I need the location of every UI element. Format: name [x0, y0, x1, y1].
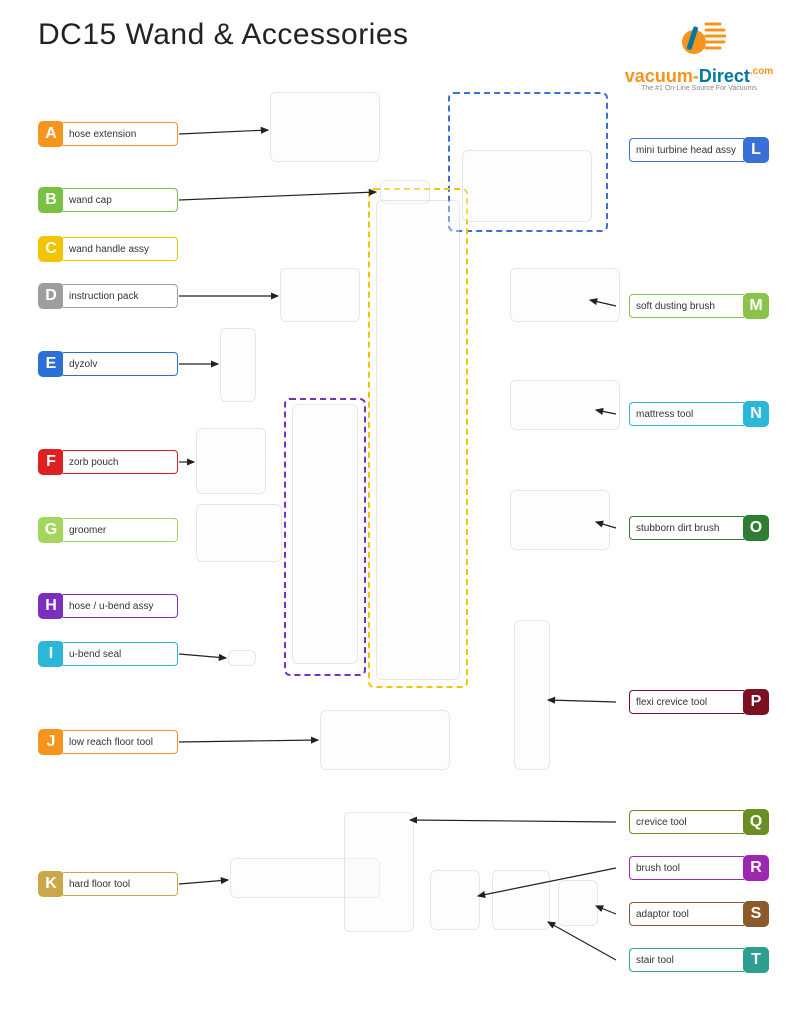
tag-J[interactable]: Jlow reach floor tool	[38, 728, 178, 756]
tag-letter: D	[38, 283, 64, 309]
zorb-illus	[196, 428, 266, 494]
tag-label: brush tool	[629, 856, 744, 880]
brand-right: Direct	[699, 66, 750, 86]
wand-illus	[376, 200, 460, 680]
tag-label: dyzolv	[63, 352, 178, 376]
tag-letter: L	[743, 137, 769, 163]
tag-label: zorb pouch	[63, 450, 178, 474]
turbine-illus	[462, 150, 592, 222]
tag-letter: C	[38, 236, 64, 262]
tag-T[interactable]: Tstair tool	[629, 946, 769, 974]
tag-label: soft dusting brush	[629, 294, 744, 318]
mattress-illus	[510, 380, 620, 430]
tag-label: flexi crevice tool	[629, 690, 744, 714]
tag-C[interactable]: Cwand handle assy	[38, 235, 178, 263]
tag-letter: I	[38, 641, 64, 667]
tag-letter: M	[743, 293, 769, 319]
tag-letter: F	[38, 449, 64, 475]
instr-illus	[280, 268, 360, 322]
tag-A[interactable]: Ahose extension	[38, 120, 178, 148]
groomer-illus	[196, 504, 282, 562]
brand-dotcom: .com	[750, 66, 773, 77]
tag-label: wand cap	[63, 188, 178, 212]
tag-P[interactable]: Pflexi crevice tool	[629, 688, 769, 716]
tag-label: wand handle assy	[63, 237, 178, 261]
crevice-illus	[344, 812, 414, 932]
tag-letter: P	[743, 689, 769, 715]
tag-F[interactable]: Fzorb pouch	[38, 448, 178, 476]
tag-letter: G	[38, 517, 64, 543]
hose-illus	[292, 404, 358, 664]
tag-B[interactable]: Bwand cap	[38, 186, 178, 214]
tag-label: hose extension	[63, 122, 178, 146]
hose-ext-illus	[270, 92, 380, 162]
tag-label: crevice tool	[629, 810, 744, 834]
tag-S[interactable]: Sadaptor tool	[629, 900, 769, 928]
tag-L[interactable]: Lmini turbine head assy	[629, 136, 769, 164]
adaptor-illus	[558, 880, 598, 926]
tag-O[interactable]: Ostubborn dirt brush	[629, 514, 769, 542]
tag-label: adaptor tool	[629, 902, 744, 926]
brand-tagline: The #1 On-Line Source For Vacuums	[624, 85, 774, 92]
brush-illus	[430, 870, 480, 930]
tag-R[interactable]: Rbrush tool	[629, 854, 769, 882]
tag-H[interactable]: Hhose / u-bend assy	[38, 592, 178, 620]
tag-label: hose / u-bend assy	[63, 594, 178, 618]
tag-label: groomer	[63, 518, 178, 542]
tag-letter: K	[38, 871, 64, 897]
tag-M[interactable]: Msoft dusting brush	[629, 292, 769, 320]
page-title: DC15 Wand & Accessories	[38, 18, 409, 52]
dusting-illus	[510, 268, 620, 322]
tag-K[interactable]: Khard floor tool	[38, 870, 178, 898]
brand-logo: vacuum-Direct.com The #1 On-Line Source …	[624, 12, 774, 82]
lowreach-illus	[320, 710, 450, 770]
brand-left: vacuum-	[625, 66, 699, 86]
tag-letter: S	[743, 901, 769, 927]
tag-label: hard floor tool	[63, 872, 178, 896]
flexi-illus	[514, 620, 550, 770]
stubborn-illus	[510, 490, 610, 550]
tag-letter: Q	[743, 809, 769, 835]
tag-letter: N	[743, 401, 769, 427]
diagram-page: DC15 Wand & Accessories vacuum-Direct.co…	[0, 0, 800, 1035]
brand-text: vacuum-Direct.com	[624, 66, 774, 87]
tag-label: stair tool	[629, 948, 744, 972]
dyzolv-illus	[220, 328, 256, 402]
tag-Q[interactable]: Qcrevice tool	[629, 808, 769, 836]
tag-letter: H	[38, 593, 64, 619]
tag-letter: R	[743, 855, 769, 881]
tag-label: low reach floor tool	[63, 730, 178, 754]
tag-label: mini turbine head assy	[629, 138, 744, 162]
sun-icon	[672, 12, 726, 66]
stair-illus	[492, 870, 550, 930]
tag-letter: A	[38, 121, 64, 147]
tag-N[interactable]: Nmattress tool	[629, 400, 769, 428]
tag-letter: J	[38, 729, 64, 755]
tag-E[interactable]: Edyzolv	[38, 350, 178, 378]
tag-letter: T	[743, 947, 769, 973]
tag-label: u-bend seal	[63, 642, 178, 666]
tag-letter: B	[38, 187, 64, 213]
tag-label: stubborn dirt brush	[629, 516, 744, 540]
tag-D[interactable]: Dinstruction pack	[38, 282, 178, 310]
tag-I[interactable]: Iu-bend seal	[38, 640, 178, 668]
tag-G[interactable]: Ggroomer	[38, 516, 178, 544]
tag-letter: O	[743, 515, 769, 541]
tag-letter: E	[38, 351, 64, 377]
ubend-seal-illus	[228, 650, 256, 666]
tag-label: mattress tool	[629, 402, 744, 426]
tag-label: instruction pack	[63, 284, 178, 308]
